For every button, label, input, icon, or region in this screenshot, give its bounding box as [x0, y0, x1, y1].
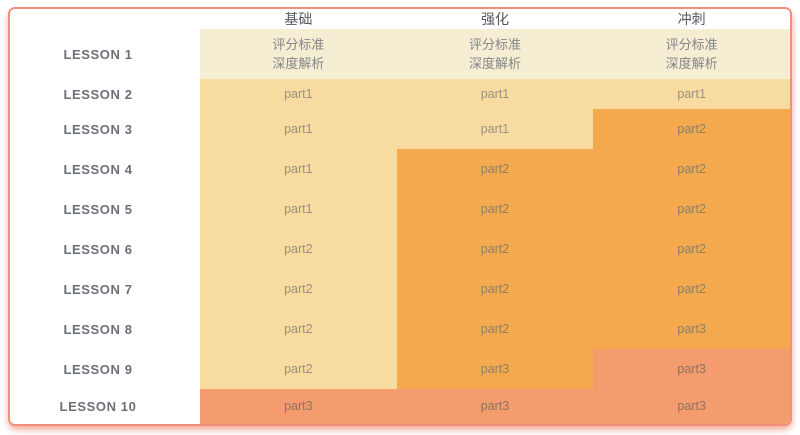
header-corner	[10, 9, 200, 29]
schedule-cell-text: 评分标准	[665, 37, 718, 52]
schedule-cell-text: part2	[677, 121, 706, 136]
schedule-cell: part2	[200, 349, 397, 389]
schedule-cell: part2	[593, 269, 790, 309]
schedule-cell: part2	[200, 309, 397, 349]
schedule-cell-text: 评分标准	[468, 37, 521, 52]
lesson-label-7: LESSON 7	[10, 269, 200, 309]
schedule-cell-text: part1	[284, 86, 313, 101]
schedule-cell: part2	[396, 149, 594, 189]
schedule-cell: part2	[396, 189, 594, 229]
schedule-cell: part3	[396, 389, 594, 424]
schedule-cell: part2	[593, 229, 790, 269]
lesson-label-3: LESSON 3	[10, 109, 200, 149]
schedule-cell-text: part1	[480, 121, 510, 136]
schedule-cell: part3	[593, 349, 790, 389]
schedule-cell: part3	[200, 389, 397, 424]
course-schedule-card: 基础 强化 冲刺 LESSON 1 评分标准 深度解析 评分标准 深度解析 评分标准 深度解析 LE…	[8, 7, 792, 426]
schedule-cell: part2	[593, 189, 790, 229]
lesson-label-9: LESSON 9	[10, 349, 200, 389]
schedule-cell-text: part2	[284, 281, 313, 296]
schedule-cell-text: part2	[677, 201, 706, 216]
schedule-cell: 评分标准 深度解析	[396, 29, 594, 79]
lesson-label-4: LESSON 4	[10, 149, 200, 189]
schedule-cell: part1	[396, 109, 594, 149]
schedule-cell-text: 评分标准	[272, 37, 325, 52]
schedule-cell: 评分标准 深度解析	[200, 29, 397, 79]
schedule-cell-text: part2	[284, 321, 313, 336]
schedule-cell-text: part1	[480, 86, 510, 101]
schedule-cell-text: part2	[677, 241, 706, 256]
schedule-cell: part3	[396, 349, 594, 389]
lesson-label-6: LESSON 6	[10, 229, 200, 269]
schedule-cell: part1	[200, 79, 397, 109]
schedule-table: 基础 强化 冲刺 LESSON 1 评分标准 深度解析 评分标准 深度解析 评分标准 深度解析 LE…	[10, 9, 790, 424]
column-header-2: 强化	[396, 9, 594, 29]
schedule-cell-text: part3	[677, 399, 706, 413]
schedule-cell-text: 深度解析	[272, 56, 325, 71]
schedule-cell-text: part2	[677, 281, 706, 296]
schedule-cell-text: part2	[480, 241, 510, 256]
schedule-cell-text: part2	[480, 161, 510, 176]
schedule-cell-text: part1	[284, 161, 313, 176]
column-header-1: 基础	[200, 9, 397, 29]
lesson-label-1: LESSON 1	[10, 29, 200, 79]
schedule-cell: part2	[593, 109, 790, 149]
schedule-cell-text: part2	[480, 321, 510, 336]
schedule-cell-text: 深度解析	[665, 56, 718, 71]
schedule-cell-text: part3	[677, 361, 706, 376]
schedule-cell-text: part2	[284, 241, 313, 256]
schedule-cell-text: part1	[677, 86, 706, 101]
schedule-cell-text: part3	[480, 361, 510, 376]
lesson-label-10: LESSON 10	[10, 389, 200, 424]
schedule-cell-text: part1	[284, 121, 313, 136]
schedule-cell-text: part3	[480, 399, 510, 413]
schedule-cell: part2	[593, 149, 790, 189]
lesson-label-8: LESSON 8	[10, 309, 200, 349]
schedule-cell: part2	[200, 229, 397, 269]
schedule-cell-text: part3	[284, 399, 313, 413]
schedule-cell: part3	[593, 309, 790, 349]
schedule-cell-text: part1	[284, 201, 313, 216]
schedule-cell-text: part2	[480, 201, 510, 216]
schedule-cell: part1	[200, 149, 397, 189]
lesson-label-2: LESSON 2	[10, 79, 200, 109]
schedule-cell-text: part2	[284, 361, 313, 376]
lesson-label-5: LESSON 5	[10, 189, 200, 229]
schedule-cell: part2	[200, 269, 397, 309]
schedule-cell: 评分标准 深度解析	[593, 29, 790, 79]
schedule-cell-text: part3	[677, 321, 706, 336]
schedule-cell: part3	[593, 389, 790, 424]
schedule-cell: part1	[593, 79, 790, 109]
column-header-3: 冲刺	[593, 9, 790, 29]
schedule-cell-text: part2	[480, 281, 510, 296]
schedule-cell: part2	[396, 269, 594, 309]
schedule-cell-text: 深度解析	[468, 56, 521, 71]
schedule-cell: part2	[396, 229, 594, 269]
schedule-cell: part1	[200, 189, 397, 229]
schedule-cell-text: part2	[677, 161, 706, 176]
schedule-cell: part1	[396, 79, 594, 109]
schedule-cell: part2	[396, 309, 594, 349]
schedule-cell: part1	[200, 109, 397, 149]
